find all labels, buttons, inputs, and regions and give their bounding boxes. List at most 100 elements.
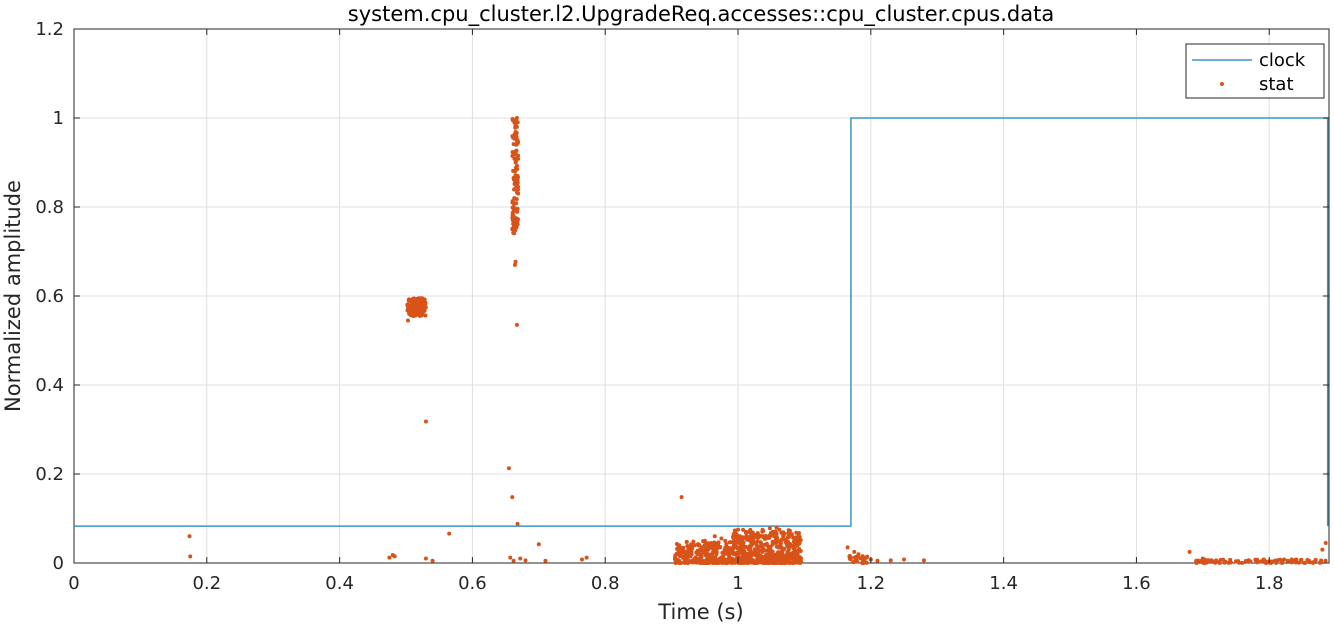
stat-point [511,558,516,563]
stat-point [447,531,452,536]
stat-point [1313,558,1318,563]
stat-point [409,309,414,314]
stat-point [774,525,779,530]
stat-point [1214,558,1219,563]
stat-point [741,536,746,541]
stat-point [1223,559,1228,564]
stat-point [774,544,779,549]
x-tick-label: 1.4 [989,573,1018,594]
stat-point [773,558,778,563]
stat-point [513,160,518,165]
legend-clock-label: clock [1259,50,1306,71]
stat-point [187,534,192,539]
stat-point [767,535,772,540]
stat-point [513,228,518,233]
stat-point [510,227,515,232]
stat-point [790,560,795,565]
stat-point [770,532,775,537]
chart-title: system.cpu_cluster.l2.UpgradeReq.accesse… [348,2,1054,27]
stat-point [710,560,715,565]
stat-point [422,305,427,310]
stat-point [787,543,792,548]
stat-point [673,560,678,565]
stat-point [797,547,802,552]
stat-point [727,540,732,545]
y-tick-label: 1.2 [35,19,64,40]
stat-point [719,536,724,541]
stat-point [787,530,792,535]
stat-point [848,555,853,560]
stat-point [512,187,517,192]
stat-point [513,151,518,156]
stat-point [759,558,764,563]
stat-point [1320,547,1325,552]
stat-point [775,554,780,559]
stat-point [515,222,520,227]
stat-point [408,313,413,318]
stat-point [702,550,707,555]
stat-point [419,313,424,318]
stat-point [510,200,515,205]
stat-point [862,556,867,561]
stat-point [1307,558,1312,563]
y-axis-label: Normalized amplitude [1,180,25,412]
stat-point [730,551,735,556]
stat-point [512,196,517,201]
stat-point [679,495,684,500]
stat-point [742,560,747,565]
stat-point [423,300,428,305]
stat-point [888,558,893,563]
stat-point [693,556,698,561]
stat-point [1259,559,1264,564]
legend-stat-swatch [1220,82,1224,86]
stat-point [795,552,800,557]
stat-point [684,539,689,544]
stat-point [512,178,517,183]
stat-point [536,542,541,547]
stat-point [861,560,866,565]
stat-point [794,530,799,535]
y-tick-label: 0.6 [35,286,64,307]
stat-point [723,558,728,563]
stat-point [676,552,681,557]
stat-point [786,560,791,565]
stat-point [755,531,760,536]
stat-point [755,547,760,552]
stat-point [1285,558,1290,563]
stat-point [516,217,521,222]
stat-point [1187,549,1192,554]
axis-ticks: 0 0.2 0.4 0.6 0.8 1 1.2 1.4 1.6 1.8 0 0.2 0.4 0.6 0.8 1… [35,19,1329,594]
stat-point [798,560,803,565]
stat-point [794,557,799,562]
stat-point [780,531,785,536]
x-tick-label: 0.8 [591,573,620,594]
y-tick-label: 0.8 [35,197,64,218]
stat-point [696,559,701,564]
stat-point [767,551,772,556]
stat-point [188,554,193,559]
x-tick-label: 1.6 [1122,573,1151,594]
stat-point [902,557,907,562]
stat-point [406,318,411,323]
stat-point [387,555,392,560]
stat-point [513,259,518,264]
stat-point [716,543,721,548]
stat-point [752,535,757,540]
stat-point [757,534,762,539]
y-tick-label: 0.2 [35,464,64,485]
stat-point [515,521,520,526]
stat-point [1273,558,1278,563]
stat-point [786,534,791,539]
stat-point [713,541,718,546]
stat-point [512,120,517,125]
stat-point [513,156,518,161]
stat-point [1319,560,1324,565]
stat-point [778,542,783,547]
x-tick-label: 1 [732,573,743,594]
stat-point [719,555,724,560]
stat-point [783,538,788,543]
stat-point [1276,558,1281,563]
stat-point [738,534,743,539]
stat-point [744,554,749,559]
stat-point [511,213,516,218]
